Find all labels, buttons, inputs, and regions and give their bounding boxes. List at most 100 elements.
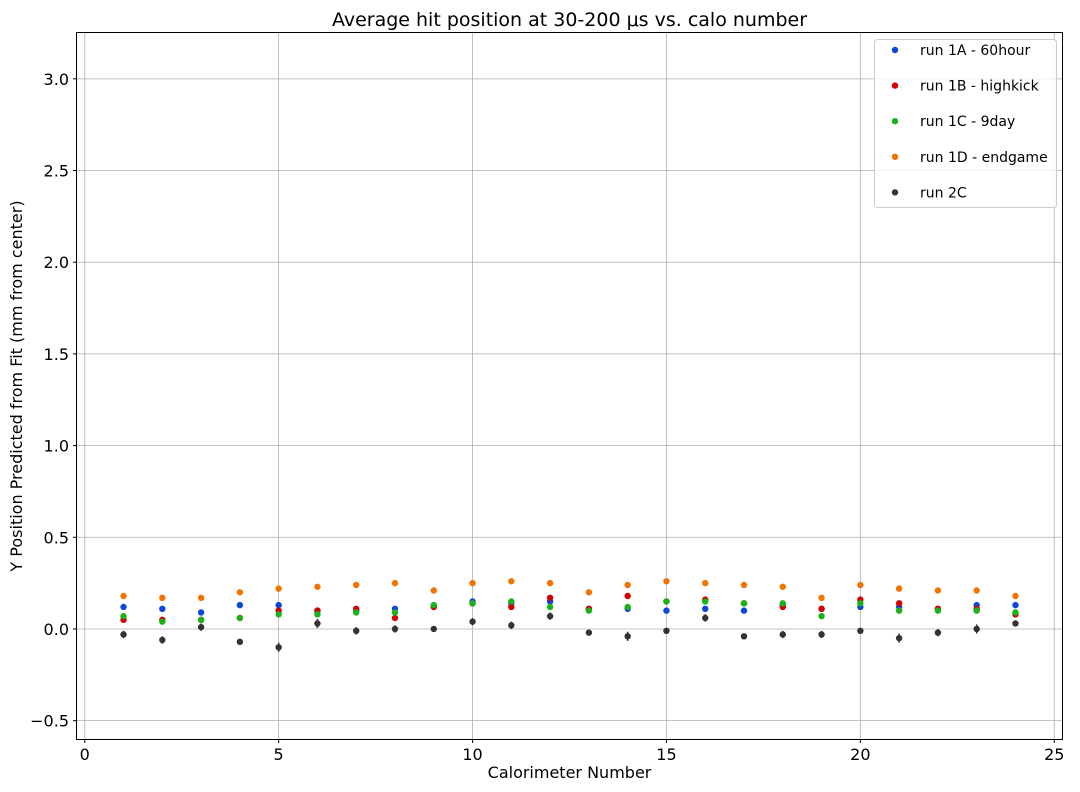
legend-label: run 1A - 60hour: [920, 43, 1031, 59]
data-point: [159, 594, 166, 601]
series-5: [120, 612, 1019, 652]
data-point: [857, 627, 864, 635]
data-point: [702, 614, 709, 622]
data-point: [275, 644, 282, 651]
legend-label: run 1D - endgame: [920, 150, 1048, 166]
data-point: [508, 603, 515, 611]
data-point: [391, 614, 399, 622]
x-tick-label: 5: [274, 745, 284, 764]
data-point: [585, 607, 593, 614]
data-point: [508, 598, 515, 605]
data-point: [818, 631, 825, 638]
legend-label: run 1B - highkick: [920, 79, 1040, 95]
data-point: [430, 587, 437, 594]
data-point: [973, 607, 980, 614]
legend-marker: [891, 189, 899, 196]
data-point: [353, 627, 360, 635]
x-tick-label: 0: [80, 745, 90, 764]
y-tick-label: 0.5: [44, 528, 69, 547]
x-tick-label: 10: [462, 745, 482, 764]
data-point: [275, 601, 282, 609]
data-point: [197, 609, 205, 616]
data-point: [663, 627, 670, 635]
data-point: [391, 579, 399, 587]
data-point: [120, 631, 127, 638]
legend-box: [874, 39, 1057, 208]
data-point: [702, 605, 709, 613]
data-point: [663, 578, 670, 585]
data-point: [740, 600, 748, 607]
plot-area: [120, 578, 1019, 652]
data-point: [818, 612, 825, 620]
data-point: [1012, 609, 1019, 616]
data-point: [353, 581, 360, 589]
chart-title: Average hit position at 30-200 μs vs. ca…: [332, 9, 807, 31]
series-3: [120, 598, 1019, 625]
data-point: [973, 587, 980, 594]
data-point: [895, 607, 903, 614]
legend-marker: [891, 46, 899, 54]
data-point: [314, 620, 321, 627]
data-point: [895, 585, 903, 592]
data-point: [895, 600, 903, 607]
data-point: [895, 634, 903, 642]
data-point: [934, 607, 942, 614]
data-point: [779, 600, 786, 607]
data-point: [159, 618, 166, 625]
legend: run 1A - 60hour run 1B - highkick run 1C -…: [874, 39, 1057, 208]
data-point: [702, 579, 709, 587]
legend-items: run 1A - 60hour run 1B - highkick run 1C -…: [891, 43, 1048, 201]
data-point: [740, 633, 748, 640]
data-point: [702, 598, 709, 605]
data-point: [508, 578, 515, 585]
x-tick-label: 15: [656, 745, 676, 764]
legend-label: run 2C: [920, 185, 967, 201]
data-point: [624, 603, 631, 611]
plot-frame: [76, 32, 1063, 740]
data-point: [624, 581, 631, 589]
series-4: [120, 578, 1019, 601]
data-point: [740, 581, 748, 589]
axis-ticks: 0 5 10 15 20 25 −0.5 0.0 0.5 1.0 1.5 2.0 2.5 3.0: [30, 70, 1064, 764]
legend-label: run 1C - 9day: [920, 114, 1015, 130]
data-point: [236, 638, 244, 646]
data-point: [934, 587, 942, 594]
data-point: [663, 598, 670, 605]
legend-marker: [891, 118, 899, 125]
data-point: [430, 625, 437, 633]
y-tick-label: 1.0: [44, 437, 69, 456]
data-point: [353, 609, 360, 616]
data-point: [469, 579, 476, 587]
series-1: [120, 598, 1019, 616]
data-point: [779, 583, 786, 590]
data-point: [469, 600, 476, 607]
x-axis-title: Calorimeter Number: [488, 763, 652, 782]
data-point: [546, 603, 554, 611]
y-tick-label: −0.5: [30, 712, 69, 731]
data-point: [430, 601, 437, 609]
data-point: [391, 625, 399, 633]
data-point: [779, 631, 786, 638]
y-axis-title: Y Position Predicted from Fit (mm from c…: [7, 200, 26, 572]
series-2: [120, 592, 1019, 624]
data-point: [585, 629, 593, 636]
y-tick-label: 3.0: [44, 70, 69, 89]
data-point: [1012, 592, 1019, 600]
data-point: [1012, 601, 1019, 609]
data-point: [120, 603, 127, 611]
data-point: [585, 589, 593, 596]
y-tick-label: 1.5: [44, 345, 69, 364]
data-point: [391, 609, 399, 616]
data-point: [740, 607, 748, 614]
data-point: [120, 612, 127, 620]
y-tick-label: 2.0: [44, 253, 69, 272]
data-point: [275, 585, 282, 592]
data-point: [159, 605, 166, 613]
data-point: [469, 618, 476, 625]
data-point: [275, 611, 282, 618]
data-point: [857, 581, 864, 589]
data-point: [508, 622, 515, 629]
data-point: [973, 625, 980, 633]
data-point: [663, 607, 670, 614]
data-point: [314, 583, 321, 590]
